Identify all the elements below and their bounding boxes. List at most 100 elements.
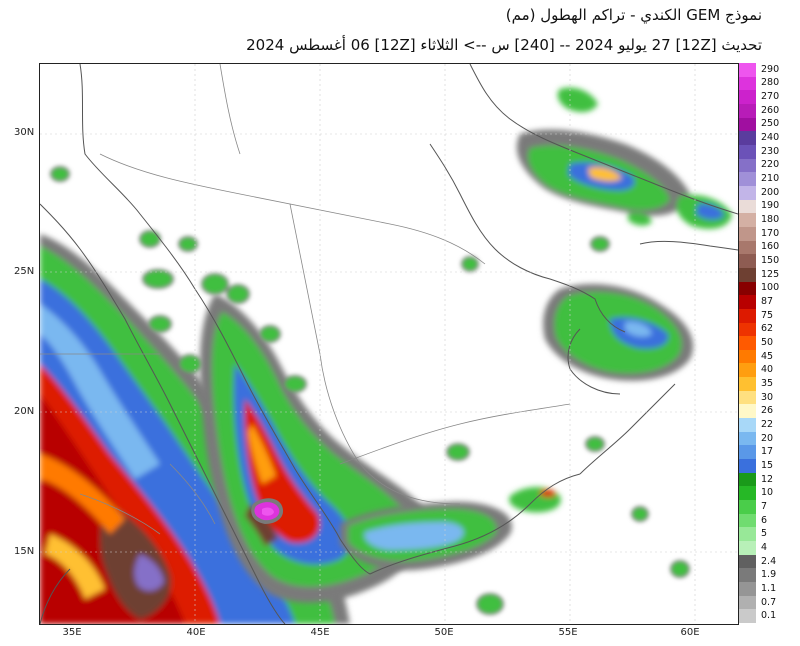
legend-label: 12 xyxy=(761,473,774,485)
legend-swatch xyxy=(739,117,756,132)
legend-label: 20 xyxy=(761,432,774,444)
legend-label: 170 xyxy=(761,227,780,239)
lat-label-30n: 30N xyxy=(14,127,35,138)
legend-swatch xyxy=(739,527,756,542)
precipitation-legend xyxy=(739,63,757,624)
legend-swatch xyxy=(739,336,756,351)
legend-swatch xyxy=(739,226,756,242)
legend-label: 180 xyxy=(761,214,780,226)
legend-swatch xyxy=(739,513,756,528)
legend-swatch xyxy=(739,595,756,610)
legend-label: 50 xyxy=(761,337,774,348)
lon-label-45e: 45E xyxy=(310,627,330,638)
legend-swatch xyxy=(739,144,756,160)
legend-swatch xyxy=(739,267,756,283)
lon-label-50e: 50E xyxy=(434,627,454,638)
legend-swatch xyxy=(739,213,756,228)
legend-label: 1.9 xyxy=(761,569,777,581)
lat-label-25n: 25N xyxy=(14,266,35,277)
legend-swatch xyxy=(739,445,756,460)
lon-label-60e: 60E xyxy=(680,627,700,638)
legend-swatch xyxy=(739,500,756,515)
legend-label: 240 xyxy=(761,132,780,144)
legend-swatch xyxy=(739,199,756,214)
lon-label-40e: 40E xyxy=(186,627,206,638)
legend-label: 7 xyxy=(761,500,768,512)
legend-swatch xyxy=(739,63,756,78)
legend-label: 30 xyxy=(761,391,774,403)
precip-oman xyxy=(543,284,694,381)
legend-swatch xyxy=(739,459,756,474)
legend-swatch xyxy=(739,472,756,487)
legend-swatch xyxy=(739,582,756,597)
precip-scattered xyxy=(50,166,690,615)
coastlines xyxy=(40,64,738,624)
legend-label: 190 xyxy=(761,200,780,212)
legend-label: 4 xyxy=(761,541,768,553)
precipitation-map xyxy=(39,63,739,625)
graticule xyxy=(40,64,738,624)
legend-swatch xyxy=(739,254,756,269)
legend-label: 22 xyxy=(761,418,774,430)
legend-swatch xyxy=(739,554,756,569)
legend-label: 87 xyxy=(761,296,774,308)
legend-swatch xyxy=(739,103,756,119)
legend-label: 150 xyxy=(761,255,780,267)
legend-label: 0.7 xyxy=(761,596,777,608)
legend-swatch xyxy=(739,363,756,378)
precip-arabian-sea xyxy=(340,487,561,571)
legend-swatch xyxy=(739,322,756,337)
legend-swatch xyxy=(739,90,756,105)
legend-label: 6 xyxy=(761,514,768,526)
map-subtitle: تحديث [12Z] 27 يوليو 2024 -- [240] س -->… xyxy=(246,36,762,54)
legend-label: 1.1 xyxy=(761,582,777,594)
legend-label: 210 xyxy=(761,173,780,185)
legend-label: 10 xyxy=(761,487,774,499)
legend-label: 17 xyxy=(761,446,774,458)
legend-swatch xyxy=(739,76,756,91)
legend-swatch xyxy=(739,281,756,296)
legend-label: 45 xyxy=(761,350,774,362)
map-title: نموذج GEM الكندي - تراكم الهطول (مم) xyxy=(505,6,762,24)
legend-swatch xyxy=(739,295,756,310)
legend-swatch xyxy=(739,172,756,187)
legend-label: 200 xyxy=(761,186,780,198)
legend-label: 62 xyxy=(761,323,774,335)
legend-label: 40 xyxy=(761,364,774,376)
borders xyxy=(40,64,571,535)
legend-swatch xyxy=(739,541,756,556)
legend-swatch xyxy=(739,377,756,392)
legend-label: 160 xyxy=(761,241,780,253)
legend-label: 230 xyxy=(761,145,780,157)
legend-label: 75 xyxy=(761,309,774,321)
legend-label: 125 xyxy=(761,268,780,280)
precip-iran xyxy=(516,87,732,229)
lon-label-35e: 35E xyxy=(62,627,82,638)
legend-label: 220 xyxy=(761,159,780,171)
legend-label: 26 xyxy=(761,405,774,417)
legend-label: 15 xyxy=(761,459,774,471)
legend-swatch xyxy=(739,609,756,624)
legend-label: 100 xyxy=(761,282,780,294)
lon-label-55e: 55E xyxy=(558,627,578,638)
legend-label: 5 xyxy=(761,528,768,540)
legend-label: 35 xyxy=(761,377,774,389)
legend-label: 260 xyxy=(761,104,780,116)
legend-swatch xyxy=(739,131,756,146)
legend-swatch xyxy=(739,568,756,583)
legend-swatch xyxy=(739,418,756,433)
legend-label: 250 xyxy=(761,118,780,130)
legend-swatch xyxy=(739,240,756,255)
legend-label: 2.4 xyxy=(761,555,777,567)
legend-swatch xyxy=(739,431,756,446)
legend-label: 280 xyxy=(761,77,780,89)
legend-swatch xyxy=(739,404,756,419)
legend-swatch xyxy=(739,349,756,364)
legend-swatch xyxy=(739,390,756,405)
legend-swatch xyxy=(739,158,756,173)
legend-label: 0.1 xyxy=(761,610,777,622)
legend-swatch xyxy=(739,486,756,501)
legend-label: 270 xyxy=(761,91,780,103)
legend-label: 290 xyxy=(761,63,780,75)
legend-swatch xyxy=(739,185,756,201)
